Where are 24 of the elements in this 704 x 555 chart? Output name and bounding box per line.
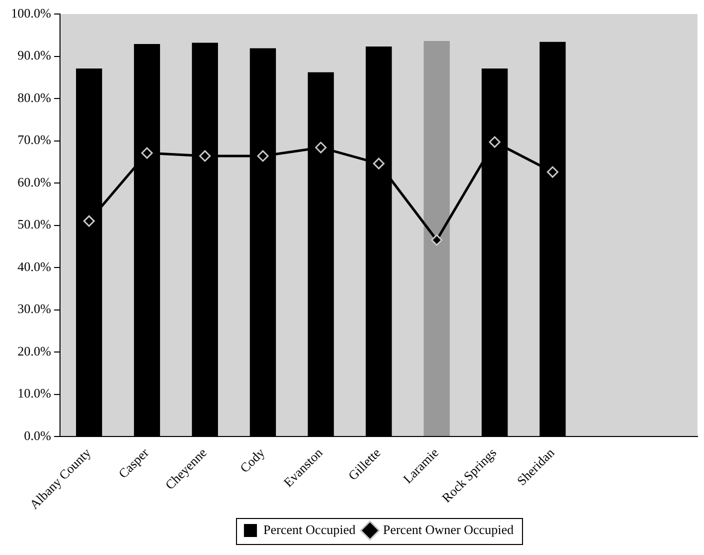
point [83,215,95,227]
y-tick-label: 60.0% [17,174,52,190]
y-tick-label: 30.0% [17,301,52,316]
point [257,150,269,162]
legend-label: Percent Occupied [263,522,356,537]
y-tick-label: 90.0% [17,48,52,63]
legend-label: Percent Owner Occupied [382,522,514,537]
point [373,158,385,170]
y-tick-label: 20.0% [17,343,52,358]
point [315,142,327,154]
point [546,166,558,178]
y-tick-label: 10.0% [17,386,52,401]
y-tick-label: 80.0% [17,90,52,105]
x-tick-label: Cody [236,444,268,476]
point [141,147,153,159]
point [488,136,500,148]
point [430,234,442,246]
y-tick-label: 0.0% [24,428,52,443]
y-tick-label: 50.0% [17,216,52,232]
bar [424,41,450,436]
y-tick-label: 100.0% [10,5,52,20]
y-tick-label: 70.0% [17,132,52,148]
point [199,150,211,162]
y-tick-label: 40.0% [17,258,52,274]
